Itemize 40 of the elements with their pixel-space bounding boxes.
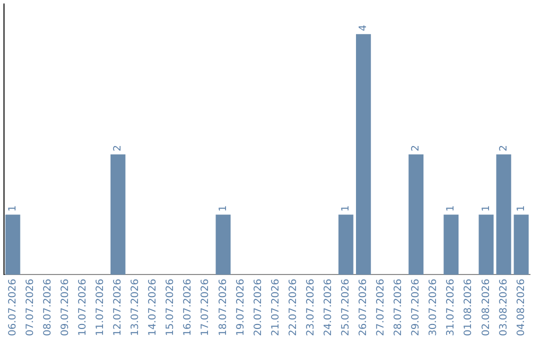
- data-label: 1: [7, 205, 18, 212]
- x-tick-label: 12.07.2026: [112, 278, 124, 336]
- data-label: 1: [340, 205, 352, 212]
- x-tick-label: 19.07.2026: [235, 278, 246, 336]
- x-tick-label: 14.07.2026: [148, 278, 159, 336]
- x-tick-label: 03.08.2026: [498, 278, 510, 336]
- x-tick-label: 28.07.2026: [393, 278, 404, 336]
- x-tick-label: 11.07.2026: [95, 278, 106, 336]
- x-tick-label: 17.07.2026: [200, 278, 212, 336]
- data-label: 2: [498, 145, 510, 152]
- x-tick-label: 31.07.2026: [446, 278, 457, 336]
- x-tick-label: 04.08.2026: [516, 278, 527, 336]
- data-label: 2: [410, 145, 422, 152]
- x-tick-label: 29.07.2026: [410, 278, 422, 336]
- data-label: 1: [480, 205, 492, 212]
- x-tick-label: 24.07.2026: [322, 278, 334, 336]
- x-tick-label: 13.07.2026: [130, 278, 142, 336]
- x-tick-label: 15.07.2026: [165, 278, 176, 336]
- x-tick-label: 21.07.2026: [270, 278, 282, 336]
- data-label: 1: [516, 205, 527, 212]
- x-tick-label: 20.07.2026: [252, 278, 264, 336]
- x-tick-label: 26.07.2026: [358, 278, 370, 336]
- x-tick-label: 22.07.2026: [288, 278, 299, 336]
- x-tick-label: 23.07.2026: [305, 278, 316, 336]
- x-tick-label: 10.07.2026: [77, 278, 88, 336]
- x-tick-label: 25.07.2026: [340, 278, 352, 336]
- data-label: 4: [358, 24, 370, 32]
- data-label: 2: [112, 145, 124, 152]
- x-tick-label: 18.07.2026: [218, 278, 229, 336]
- data-label: 1: [218, 205, 229, 212]
- x-tick-label: 27.07.2026: [376, 278, 387, 336]
- x-tick-label: 16.07.2026: [182, 278, 194, 336]
- x-tick-label: 02.08.2026: [480, 278, 492, 336]
- x-tick-label: 06.07.2026: [7, 278, 18, 336]
- data-label: 1: [446, 205, 457, 212]
- x-tick-label: 09.07.2026: [60, 278, 71, 336]
- x-tick-label: 07.07.2026: [24, 278, 36, 336]
- x-tick-label: 30.07.2026: [428, 278, 440, 336]
- x-tick-label: 01.08.2026: [463, 278, 474, 336]
- x-tick-label: 08.07.2026: [42, 278, 54, 336]
